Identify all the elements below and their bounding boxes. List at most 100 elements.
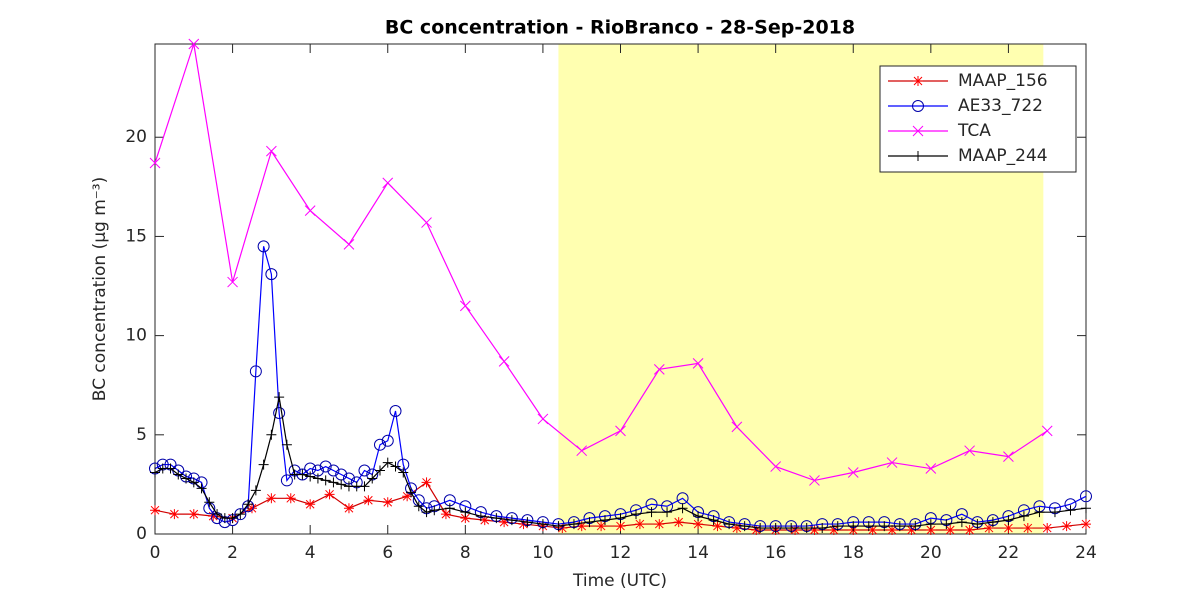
marker [708,515,719,526]
x-tick-label: 0 [150,543,161,563]
marker [913,151,923,161]
legend-label: AE33_722 [958,96,1043,116]
marker [631,509,642,520]
marker [188,509,199,520]
marker [912,100,924,112]
marker [475,511,486,522]
x-tick-label: 16 [765,543,787,563]
marker [208,511,219,522]
marker [273,406,286,419]
marker [677,503,688,514]
marker [731,421,743,433]
marker [381,434,394,447]
marker [584,517,595,528]
marker [246,503,257,514]
marker [234,508,247,521]
legend-label: TCA [957,121,991,141]
marker [382,457,393,468]
marker [367,473,378,484]
marker [801,523,812,534]
marker [906,525,917,536]
marker [149,157,161,169]
y-axis-label: BC concentration (μg m⁻³) [90,177,110,401]
marker [150,505,160,516]
marker [389,405,402,418]
marker [828,525,839,536]
marker [413,501,424,512]
marker [662,507,673,518]
marker [712,521,723,532]
marker [363,495,374,506]
x-axis-label: Time (UTC) [572,571,667,591]
marker [305,499,316,510]
marker [646,507,657,518]
marker [1049,507,1060,518]
marker [479,515,490,526]
marker [421,217,432,228]
marker [941,519,952,530]
marker [755,523,766,534]
marker [382,177,394,189]
marker [421,507,432,518]
x-tick-label: 6 [382,543,393,563]
marker [390,461,401,472]
marker [1081,519,1091,530]
marker [847,467,859,478]
marker [809,525,820,536]
marker [257,240,270,253]
y-tick-label: 10 [125,326,147,346]
marker [522,517,533,528]
marker [1041,425,1053,437]
series [150,392,1091,534]
marker [693,511,704,522]
y-tick-label: 15 [125,226,147,246]
marker [984,523,995,534]
marker [1061,521,1072,532]
y-tick-label: 0 [136,524,147,544]
marker [770,523,781,534]
marker [731,523,742,534]
x-tick-label: 12 [610,543,632,563]
marker [739,521,750,532]
legend-box [879,65,1077,173]
marker [724,519,735,530]
marker [817,523,828,534]
marker [212,509,223,520]
marker [459,300,471,312]
marker [925,525,936,536]
marker [281,439,292,450]
marker [312,473,323,484]
marker [188,477,199,488]
marker [429,505,440,516]
marker [964,525,975,536]
marker [1022,523,1033,534]
marker [1034,507,1045,518]
marker [568,519,579,530]
marker [809,475,820,486]
marker [596,521,607,532]
marker [266,493,277,504]
marker [227,513,238,524]
marker [832,521,843,532]
marker [693,519,704,530]
marker [615,425,626,437]
marker [867,525,878,536]
marker [1003,515,1014,526]
marker [972,519,983,530]
legend: MAAP_156 AE33_722 TCA MAAP_244 [879,65,1077,173]
y-tick-label: 20 [125,127,147,147]
plot-frame [154,43,1087,535]
marker [343,503,354,514]
marker [266,145,277,157]
marker [553,521,564,532]
x-tick-label: 8 [460,543,471,563]
x-tick-label: 22 [998,543,1020,563]
marker [576,445,588,457]
marker [770,461,782,472]
marker [599,515,610,526]
marker [498,356,510,367]
marker [653,363,665,375]
legend-label: MAAP_244 [958,146,1048,166]
marker [925,519,936,530]
marker [879,521,890,532]
